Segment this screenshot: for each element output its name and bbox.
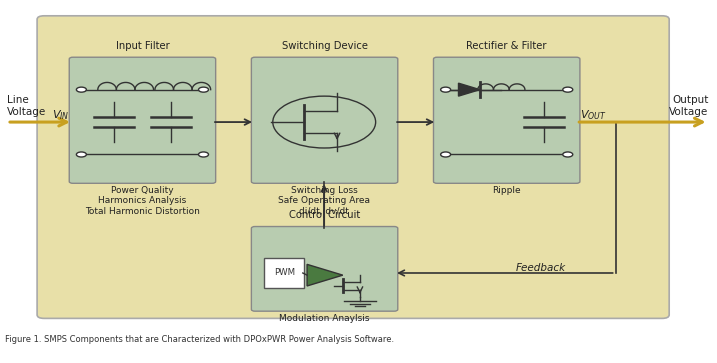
- Circle shape: [563, 152, 573, 157]
- Text: $V_{IN}$: $V_{IN}$: [52, 108, 70, 122]
- Text: Ripple: Ripple: [492, 186, 521, 195]
- Circle shape: [441, 152, 451, 157]
- Text: Input Filter: Input Filter: [115, 41, 169, 51]
- Circle shape: [441, 87, 451, 92]
- Polygon shape: [458, 83, 480, 96]
- FancyBboxPatch shape: [434, 57, 580, 183]
- Text: Rectifier & Filter: Rectifier & Filter: [467, 41, 547, 51]
- Circle shape: [199, 87, 209, 92]
- FancyBboxPatch shape: [37, 16, 669, 318]
- Text: Line
Voltage: Line Voltage: [7, 95, 47, 117]
- Text: Feedback: Feedback: [516, 263, 566, 273]
- Circle shape: [77, 87, 86, 92]
- FancyBboxPatch shape: [252, 57, 398, 183]
- Text: $V_{OUT}$: $V_{OUT}$: [580, 108, 607, 122]
- Text: Switching Device: Switching Device: [282, 41, 368, 51]
- FancyBboxPatch shape: [252, 227, 398, 311]
- Circle shape: [563, 87, 573, 92]
- Text: Power Quality
Harmonics Analysis
Total Harmonic Distortion: Power Quality Harmonics Analysis Total H…: [85, 186, 199, 216]
- Text: Modulation Anaylsis: Modulation Anaylsis: [279, 314, 369, 323]
- Text: PWM: PWM: [274, 269, 295, 277]
- Text: Switching Loss
Safe Operating Area
di/dt, dv/dt: Switching Loss Safe Operating Area di/dt…: [278, 186, 370, 216]
- FancyBboxPatch shape: [265, 257, 304, 289]
- Circle shape: [77, 152, 86, 157]
- Text: Output
Voltage: Output Voltage: [669, 95, 708, 117]
- FancyBboxPatch shape: [70, 57, 216, 183]
- Circle shape: [199, 152, 209, 157]
- Polygon shape: [307, 264, 343, 286]
- Text: Figure 1. SMPS Components that are Characterized with DPOxPWR Power Analysis Sof: Figure 1. SMPS Components that are Chara…: [5, 335, 394, 344]
- Text: Control Circuit: Control Circuit: [289, 211, 360, 220]
